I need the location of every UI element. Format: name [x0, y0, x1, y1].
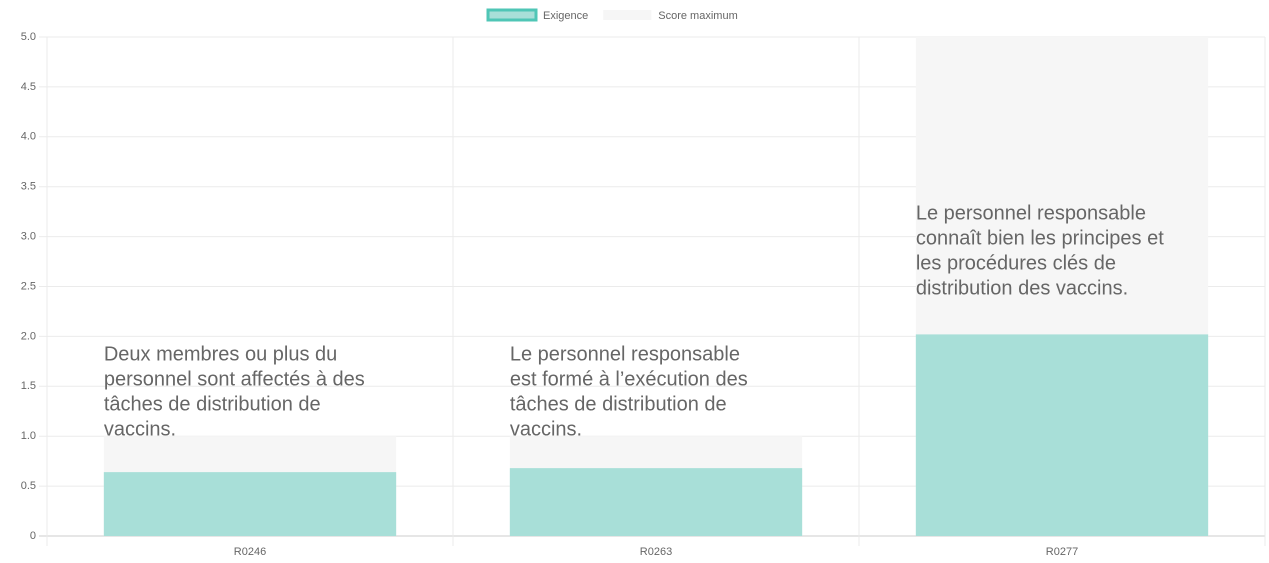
y-tick-label: 4.5 [21, 81, 36, 93]
annotation: vaccins. [104, 418, 176, 440]
y-tick-label: 4.0 [21, 131, 36, 143]
y-tick-label: 3.0 [21, 231, 36, 243]
x-tick-label: R0246 [234, 546, 266, 558]
legend-label: Score maximum [658, 10, 737, 22]
annotation: Deux membres ou plus du [104, 343, 337, 365]
x-tick-label: R0277 [1046, 546, 1078, 558]
annotation: Le personnel responsable [916, 202, 1146, 224]
y-tick-label: 0.5 [21, 480, 36, 492]
x-tick-label: R0263 [640, 546, 672, 558]
annotation: est formé à l’exécution des [510, 368, 748, 390]
y-tick-label: 5.0 [21, 31, 36, 43]
bar [915, 334, 1209, 536]
bar [103, 472, 397, 536]
annotation: Le personnel responsable [510, 343, 740, 365]
y-tick-label: 0 [30, 530, 36, 542]
annotation: tâches de distribution de [510, 393, 727, 415]
y-tick-label: 1.5 [21, 380, 36, 392]
y-tick-label: 1.0 [21, 430, 36, 442]
legend-swatch [603, 10, 652, 20]
legend-label: Exigence [543, 10, 588, 22]
annotation: connaît bien les principes et [916, 227, 1164, 249]
y-tick-label: 2.0 [21, 330, 36, 342]
annotation: distribution des vaccins. [916, 277, 1128, 299]
bar [509, 468, 803, 536]
annotation: les procédures clés de [916, 252, 1116, 274]
legend-swatch [486, 8, 538, 22]
y-tick-label: 2.5 [21, 280, 36, 292]
y-tick-label: 3.5 [21, 181, 36, 193]
annotation: tâches de distribution de [104, 393, 321, 415]
annotation: personnel sont affectés à des [104, 368, 365, 390]
annotation: vaccins. [510, 418, 582, 440]
